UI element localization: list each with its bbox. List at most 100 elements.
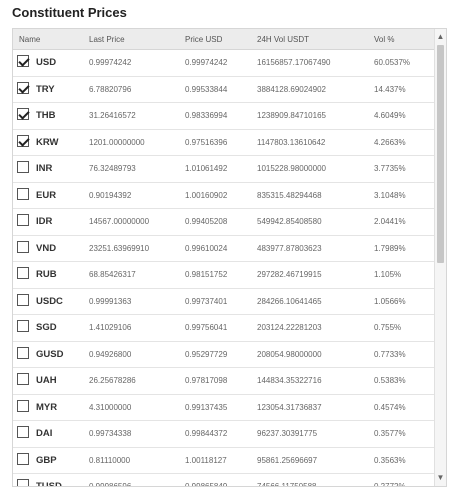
vol-pct: 60.0537% (374, 58, 411, 67)
row-checkbox[interactable] (17, 81, 29, 94)
row-checkbox[interactable] (17, 479, 29, 486)
last-price: 31.26416572 (89, 111, 136, 120)
table-row[interactable]: IDR 14567.00000000 0.99405208 549942.854085… (13, 209, 434, 236)
column-header-price-usd[interactable]: Price USD (185, 35, 223, 44)
row-checkbox[interactable] (17, 240, 29, 253)
row-checkbox[interactable] (17, 267, 29, 279)
currency-code: USD (36, 57, 57, 68)
table-row[interactable]: UAH 26.25678286 0.97817098 144834.35322716 0… (13, 368, 434, 395)
vol-pct: 1.105% (374, 270, 402, 279)
table-row[interactable]: THB 31.26416572 0.98336994 1238909.84710165… (13, 103, 434, 130)
currency-code: USDC (36, 295, 63, 307)
price-usd: 1.00160902 (185, 190, 228, 200)
currency-code: GBP (36, 454, 57, 466)
currency-code: TUSD (36, 481, 62, 487)
price-usd: 0.97817098 (185, 376, 228, 385)
price-usd: 0.99533844 (185, 84, 228, 94)
last-price: 1.41029106 (89, 323, 132, 332)
vertical-scrollbar[interactable]: ▲ ▼ (434, 29, 446, 486)
table-header: Name Last Price Price USD 24H Vol USDT V… (13, 29, 434, 50)
last-price: 23251.63969910 (89, 243, 150, 253)
vol-24h: 835315.48294468 (257, 190, 322, 200)
last-price: 26.25678286 (89, 376, 136, 385)
table-row[interactable]: DAI 0.99734338 0.99844372 96237.30391775 0.3… (13, 421, 434, 448)
row-checkbox[interactable] (17, 426, 29, 438)
chevron-down-icon[interactable]: ▼ (436, 473, 445, 482)
column-header-vol-pct[interactable]: Vol % (374, 35, 395, 44)
vol-pct: 14.437% (374, 84, 406, 94)
last-price: 68.85426317 (89, 270, 136, 279)
currency-code: EUR (36, 189, 57, 201)
vol-24h: 203124.22281203 (257, 323, 322, 332)
last-price: 0.90194392 (89, 190, 132, 200)
price-usd: 1.00118127 (185, 455, 227, 465)
chevron-up-icon[interactable]: ▲ (436, 32, 445, 41)
row-checkbox[interactable] (17, 399, 29, 412)
last-price: 0.94926800 (89, 349, 132, 359)
vol-24h: 74566.11750588 (257, 482, 317, 487)
table-row[interactable]: MYR 4.31000000 0.99137435 123054.31736837 0.… (13, 395, 434, 421)
vol-pct: 4.2663% (374, 137, 406, 147)
column-header-name[interactable]: Name (19, 35, 41, 44)
row-checkbox[interactable] (17, 346, 29, 359)
vol-24h: 95861.25696697 (257, 455, 318, 465)
table-row[interactable]: TUSD 0.99986596 0.99865849 74566.11750588 0.… (13, 474, 434, 487)
row-checkbox[interactable] (17, 187, 29, 200)
vol-pct: 0.3563% (374, 455, 406, 465)
row-checkbox[interactable] (17, 214, 29, 226)
price-usd: 0.99405208 (185, 217, 228, 226)
currency-code: RUB (36, 269, 57, 280)
table-row[interactable]: USDC 0.99991363 0.99737401 284266.10641465 1… (13, 289, 434, 315)
table-row[interactable]: GBP 0.81110000 1.00118127 95861.25696697 0.3… (13, 448, 434, 474)
column-header-24h-vol[interactable]: 24H Vol USDT (257, 35, 310, 44)
price-usd: 0.99865849 (185, 482, 228, 487)
currency-code: INR (36, 163, 53, 174)
currency-code: VND (36, 242, 57, 254)
table-row[interactable]: SGD 1.41029106 0.99756041 203124.22281203 0.… (13, 315, 434, 342)
table-row[interactable]: USD 0.99974242 0.99974242 16156857.17067490… (13, 50, 434, 77)
row-checkbox[interactable] (17, 320, 29, 332)
currency-code: DAI (36, 428, 53, 439)
last-price: 0.99986596 (89, 482, 132, 487)
price-usd: 0.99737401 (185, 296, 228, 306)
table-row[interactable]: INR 76.32489793 1.01061492 1015228.98000000… (13, 156, 434, 183)
vol-pct: 1.0566% (374, 296, 406, 306)
price-usd: 0.99756041 (185, 323, 228, 332)
currency-code: KRW (36, 136, 59, 148)
column-header-last-price[interactable]: Last Price (89, 35, 125, 44)
table-row[interactable]: GUSD 0.94926800 0.95297729 208054.98000000 0… (13, 342, 434, 368)
vol-24h: 483977.87803623 (257, 243, 322, 253)
price-usd: 0.99844372 (185, 429, 228, 438)
row-checkbox[interactable] (17, 134, 29, 147)
vol-24h: 3884128.69024902 (257, 84, 326, 94)
vol-24h: 1015228.98000000 (257, 164, 326, 173)
vol-pct: 0.2772% (374, 482, 406, 487)
vol-24h: 16156857.17067490 (257, 58, 331, 67)
price-usd: 0.99610024 (185, 243, 228, 253)
scrollbar-thumb[interactable] (437, 45, 444, 263)
currency-code: UAH (36, 375, 57, 386)
table-row[interactable]: KRW 1201.00000000 0.97516396 1147803.136106… (13, 130, 434, 156)
last-price: 14567.00000000 (89, 217, 150, 226)
vol-pct: 1.7989% (374, 243, 406, 253)
table-row[interactable]: EUR 0.90194392 1.00160902 835315.48294468 3.… (13, 183, 434, 209)
row-checkbox[interactable] (17, 108, 29, 120)
table-row[interactable]: TRY 6.78820796 0.99533844 3884128.69024902 1… (13, 77, 434, 103)
currency-code: THB (36, 110, 56, 121)
vol-24h: 284266.10641465 (257, 296, 322, 306)
price-usd: 0.98151752 (185, 270, 228, 279)
currency-code: GUSD (36, 348, 64, 360)
row-checkbox[interactable] (17, 161, 29, 173)
row-checkbox[interactable] (17, 293, 29, 306)
currency-code: SGD (36, 322, 57, 333)
row-checkbox[interactable] (17, 452, 29, 465)
vol-24h: 1147803.13610642 (257, 137, 326, 147)
table-row[interactable]: RUB 68.85426317 0.98151752 297282.46719915 1… (13, 262, 434, 289)
row-checkbox[interactable] (17, 55, 29, 67)
constituent-prices-table: Name Last Price Price USD 24H Vol USDT V… (12, 28, 447, 487)
price-usd: 0.95297729 (185, 349, 228, 359)
row-checkbox[interactable] (17, 373, 29, 385)
table-row[interactable]: VND 23251.63969910 0.99610024 483977.878036… (13, 236, 434, 262)
last-price: 0.99974242 (89, 58, 132, 67)
